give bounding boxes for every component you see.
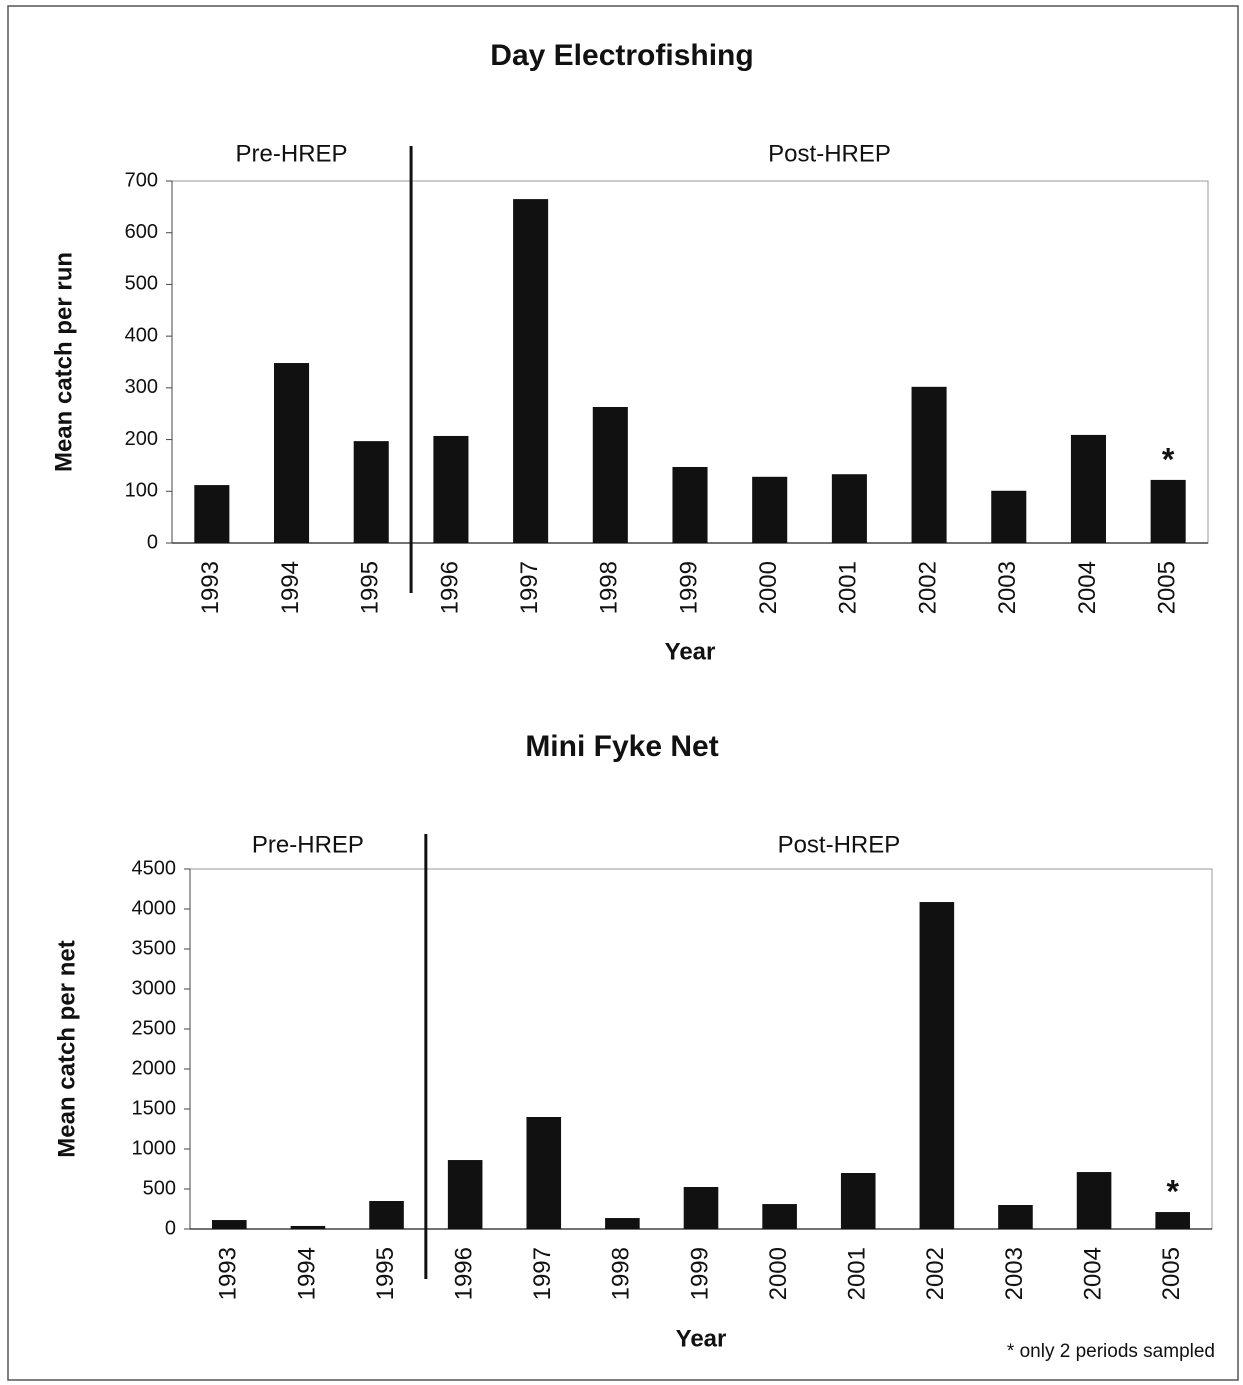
bar	[762, 1204, 797, 1229]
x-tick-label: 2005	[1153, 561, 1180, 614]
chart-title: Mini Fyke Net	[525, 730, 718, 763]
x-tick-label: 2000	[755, 561, 782, 614]
x-axis-label: Year	[676, 1325, 727, 1352]
x-tick-label: 1999	[675, 561, 702, 614]
y-tick-label: 200	[125, 428, 158, 450]
bar	[1076, 1172, 1112, 1229]
x-tick-label: 1995	[357, 561, 384, 614]
bar	[212, 1220, 247, 1229]
bar	[998, 1205, 1033, 1229]
x-tick-label: 1999	[686, 1247, 713, 1300]
y-tick-label: 400	[125, 324, 158, 346]
x-tick-label: 2004	[1074, 561, 1101, 614]
bar	[831, 474, 867, 543]
bar	[513, 199, 549, 543]
bar	[840, 1173, 876, 1229]
period-label: Pre-HREP	[236, 140, 348, 167]
bar	[194, 485, 230, 543]
bar	[991, 490, 1027, 543]
x-tick-label: 1994	[293, 1247, 320, 1300]
bar	[683, 1187, 719, 1229]
bar	[592, 406, 628, 543]
frame	[7, 5, 1239, 1381]
bar	[672, 466, 708, 543]
y-tick-label: 3000	[132, 977, 177, 999]
period-label: Pre-HREP	[252, 831, 364, 858]
x-tick-label: 2004	[1079, 1247, 1106, 1300]
bar	[353, 441, 389, 543]
bar	[290, 1225, 326, 1229]
x-axis-label: Year	[665, 638, 716, 665]
y-tick-label: 2500	[132, 1017, 177, 1039]
x-tick-label: 1998	[608, 1247, 635, 1300]
x-tick-label: 1998	[596, 561, 623, 614]
bar	[911, 386, 947, 543]
x-tick-label: 1997	[516, 561, 543, 614]
y-axis-label: Mean catch per net	[53, 940, 80, 1157]
y-tick-label: 500	[125, 273, 158, 295]
x-tick-label: 2002	[922, 1247, 949, 1300]
x-tick-label: 1994	[277, 561, 304, 614]
y-tick-label: 700	[125, 169, 158, 191]
y-axis-label: Mean catch per run	[50, 252, 77, 472]
bar	[1150, 479, 1186, 543]
bar	[369, 1201, 404, 1229]
footnote: * only 2 periods sampled	[1007, 1341, 1215, 1362]
bar	[447, 1160, 483, 1229]
x-tick-label: 1996	[436, 561, 463, 614]
y-tick-label: 0	[165, 1217, 176, 1239]
x-tick-label: 1995	[372, 1247, 399, 1300]
chart-title: Day Electrofishing	[490, 39, 753, 72]
bar	[919, 902, 955, 1229]
y-tick-label: 300	[125, 376, 158, 398]
bar	[526, 1117, 562, 1229]
period-label: Post-HREP	[778, 831, 901, 858]
x-tick-label: 2005	[1158, 1247, 1185, 1300]
x-tick-label: 2001	[844, 1247, 871, 1300]
bar	[274, 363, 310, 543]
x-tick-label: 2001	[835, 561, 862, 614]
y-tick-label: 2000	[132, 1057, 177, 1079]
x-tick-label: 2003	[1001, 1247, 1028, 1300]
bar	[1155, 1212, 1190, 1229]
bar	[752, 476, 788, 543]
x-tick-label: 1993	[197, 561, 224, 614]
x-tick-label: 2003	[994, 561, 1021, 614]
x-tick-label: 2002	[914, 561, 941, 614]
y-tick-label: 1500	[132, 1097, 177, 1119]
plot-area	[189, 868, 1213, 1230]
x-tick-label: 1996	[450, 1247, 477, 1300]
y-tick-label: 4500	[132, 857, 177, 879]
y-tick-label: 100	[125, 480, 158, 502]
y-tick-label: 3500	[132, 937, 177, 959]
asterisk: *	[1162, 441, 1175, 477]
x-tick-label: 2000	[765, 1247, 792, 1300]
y-tick-label: 600	[125, 221, 158, 243]
y-tick-label: 500	[143, 1177, 176, 1199]
x-tick-label: 1993	[215, 1247, 242, 1300]
y-tick-label: 1000	[132, 1137, 177, 1159]
y-tick-label: 0	[147, 531, 158, 553]
y-tick-label: 4000	[132, 897, 177, 919]
bar	[1070, 434, 1106, 543]
asterisk: *	[1166, 1173, 1179, 1209]
bar	[433, 435, 469, 543]
bar	[605, 1218, 640, 1229]
period-label: Post-HREP	[768, 140, 891, 167]
x-tick-label: 1997	[529, 1247, 556, 1300]
